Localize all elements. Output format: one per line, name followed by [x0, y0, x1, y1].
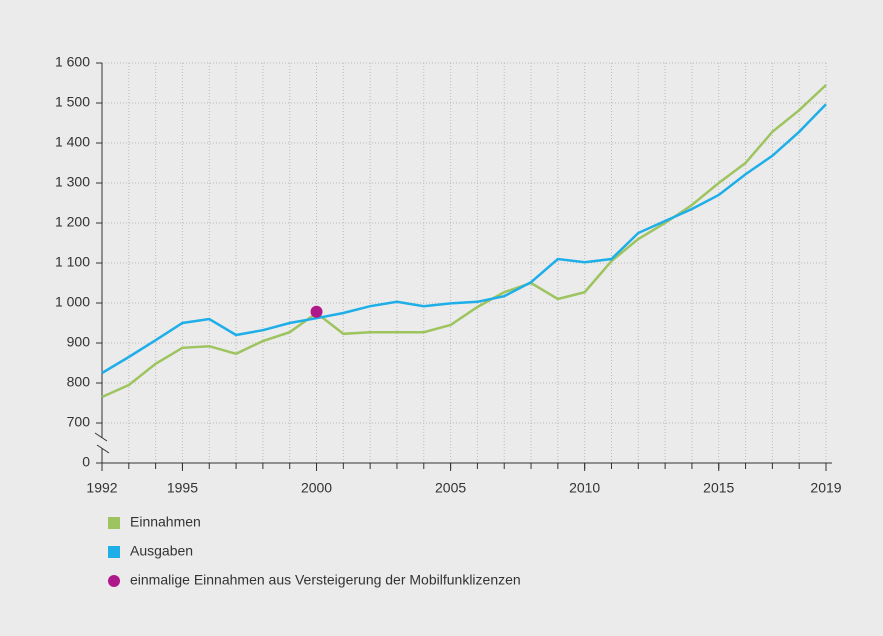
y-tick-label: 1 200	[55, 214, 90, 230]
x-tick-label: 2015	[703, 480, 734, 496]
legend-label: Einnahmen	[130, 514, 201, 530]
legend-label: Ausgaben	[130, 543, 193, 559]
y-tick-label: 800	[67, 374, 91, 390]
legend-label: einmalige Einnahmen aus Versteigerung de…	[130, 572, 521, 588]
x-tick-label: 2005	[435, 480, 466, 496]
line-series	[101, 84, 827, 399]
y-tick-label: 1 500	[55, 94, 90, 110]
y-tick-label: 1 400	[55, 134, 90, 150]
legend-swatch	[108, 546, 120, 558]
y-tick-label: 1 600	[55, 54, 90, 70]
y-tick-label: 900	[67, 334, 91, 350]
legend-swatch	[108, 575, 120, 587]
axis-break	[94, 432, 110, 454]
x-tick-label: 2010	[569, 480, 600, 496]
marker-point	[310, 305, 323, 318]
axis-break-gap	[99, 438, 105, 448]
y-tick-label: 700	[67, 414, 91, 430]
x-tick-label: 1995	[167, 480, 198, 496]
x-tick-label: 2019	[810, 480, 841, 496]
y-tick-label: 1 100	[55, 254, 90, 270]
legend-swatch	[108, 517, 120, 529]
y-tick-label: 1 300	[55, 174, 90, 190]
x-tick-label: 1992	[86, 480, 117, 496]
line-series	[101, 103, 827, 375]
y-tick-label: 1 000	[55, 294, 90, 310]
x-tick-label: 2000	[301, 480, 332, 496]
y-tick-label: 0	[82, 454, 90, 470]
